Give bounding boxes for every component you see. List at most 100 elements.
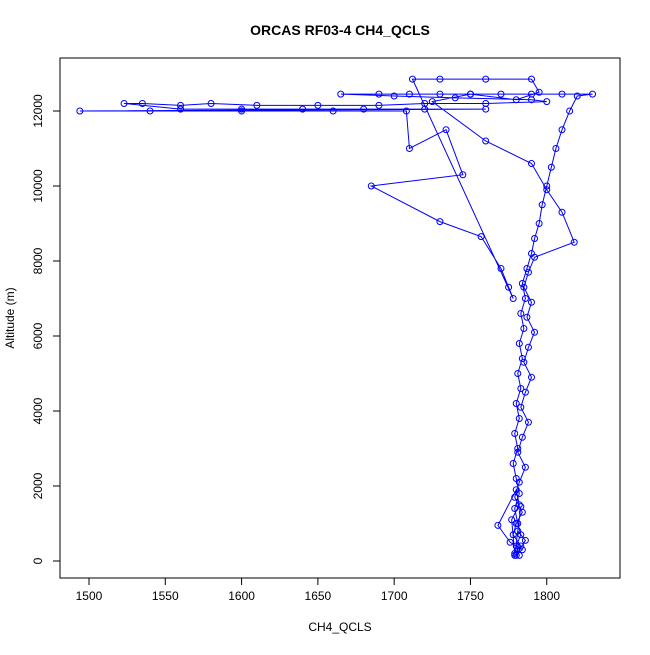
data-point (120, 99, 128, 107)
data-point (517, 503, 525, 511)
y-tick-label: 8000 (31, 247, 45, 274)
data-point (535, 219, 543, 227)
data-point (497, 90, 505, 98)
data-point (524, 418, 532, 426)
data-point (514, 370, 522, 378)
data-point (459, 171, 467, 179)
data-point (238, 105, 246, 113)
data-point (520, 358, 528, 366)
data-point (521, 536, 529, 544)
data-point (515, 478, 523, 486)
x-tick-label: 1750 (457, 589, 484, 603)
data-point (337, 90, 345, 98)
data-point (482, 105, 490, 113)
data-point (360, 105, 368, 113)
data-point (531, 328, 539, 336)
data-point (402, 107, 410, 115)
plot-frame (59, 57, 621, 579)
data-point (253, 101, 261, 109)
data-point (531, 253, 539, 261)
data-point (589, 90, 597, 98)
data-point (436, 218, 444, 226)
data-point (527, 298, 535, 306)
data-point (177, 105, 185, 113)
x-tick-label: 1700 (381, 589, 408, 603)
data-point (547, 163, 555, 171)
y-tick-label: 12000 (31, 94, 45, 128)
data-point (509, 460, 517, 468)
data-point (517, 385, 525, 393)
x-tick-label: 1550 (152, 589, 179, 603)
data-point (527, 159, 535, 167)
data-point (512, 551, 520, 559)
data-point (451, 94, 459, 102)
data-point (518, 355, 526, 363)
data-point (566, 107, 574, 115)
x-tick-label: 1650 (305, 589, 332, 603)
data-point (521, 463, 529, 471)
data-point (524, 343, 532, 351)
data-point (299, 105, 307, 113)
data-point (508, 516, 516, 524)
data-point (436, 90, 444, 98)
y-tick-label: 2000 (31, 472, 45, 499)
data-point (527, 373, 535, 381)
data-point (515, 551, 523, 559)
data-point (138, 99, 146, 107)
data-point (511, 550, 519, 558)
y-tick-label: 6000 (31, 322, 45, 349)
data-point (523, 264, 531, 272)
data-point (514, 445, 522, 453)
y-tick-label: 10000 (31, 169, 45, 203)
data-point (511, 505, 519, 513)
data-point (521, 294, 529, 302)
data-point (329, 107, 337, 115)
data-point (76, 107, 84, 115)
data-point (515, 415, 523, 423)
data-point (506, 538, 514, 546)
data-point (543, 186, 551, 194)
x-axis-label: CH4_QCLS (308, 620, 371, 634)
data-point (558, 90, 566, 98)
data-point (558, 208, 566, 216)
data-point (520, 325, 528, 333)
data-point (517, 542, 525, 550)
y-tick-label: 0 (31, 557, 45, 564)
data-point (515, 501, 523, 509)
x-tick-label: 1600 (228, 589, 255, 603)
data-point (505, 283, 513, 291)
data-point (552, 144, 560, 152)
data-point (531, 234, 539, 242)
x-tick-label: 1500 (76, 589, 103, 603)
data-point (442, 126, 450, 134)
data-point (390, 92, 398, 100)
data-point (512, 400, 520, 408)
data-point (518, 433, 526, 441)
data-point (512, 520, 520, 528)
data-point (146, 107, 154, 115)
data-point (314, 101, 322, 109)
data-point (494, 521, 502, 529)
x-tick-label: 1800 (533, 589, 560, 603)
data-point (207, 99, 215, 107)
data-point (515, 340, 523, 348)
data-point (512, 542, 520, 550)
data-point (521, 388, 529, 396)
data-point (511, 493, 519, 501)
data-point (367, 182, 375, 190)
data-point (523, 313, 531, 321)
data-point (512, 486, 520, 494)
data-point (573, 92, 581, 100)
data-point (477, 233, 485, 241)
data-point (517, 309, 525, 317)
data-point (517, 403, 525, 411)
data-point (408, 75, 416, 83)
data-point (527, 96, 535, 104)
y-tick-label: 4000 (31, 397, 45, 424)
data-point (509, 294, 517, 302)
data-point (177, 101, 185, 109)
data-point (375, 90, 383, 98)
data-point (512, 96, 520, 104)
